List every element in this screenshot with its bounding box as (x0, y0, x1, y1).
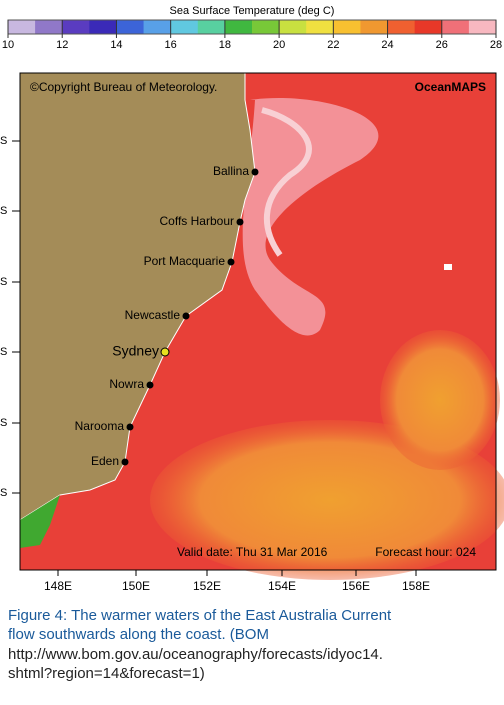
colorbar-tick-label: 20 (273, 39, 285, 51)
speck (444, 264, 452, 270)
colorbar-swatch (62, 20, 90, 34)
colorbar-tick-label: 26 (436, 39, 448, 51)
colorbar-swatch (306, 20, 334, 34)
colorbar-tick-label: 22 (327, 39, 339, 51)
colorbar-swatch (279, 20, 307, 34)
colorbar-swatch (387, 20, 416, 34)
lat-label: S (0, 346, 7, 358)
colorbar-tick-label: 24 (381, 39, 393, 51)
caption-line: shtml?region=14&forecast=1) (8, 665, 205, 682)
city-dot (146, 381, 154, 389)
colorbar-tick-label: 18 (219, 39, 231, 51)
colorbar-swatch (89, 20, 117, 34)
warm-eddy (380, 330, 500, 470)
colorbar-tick-label: 12 (56, 39, 68, 51)
city-label: Narooma (75, 419, 125, 433)
city-label: Coffs Harbour (160, 214, 234, 228)
city-label: Newcastle (125, 308, 181, 322)
city-dot (182, 312, 190, 320)
colorbar-swatch (360, 20, 389, 34)
colorbar-swatch (35, 20, 63, 34)
lat-label: S (0, 276, 7, 288)
colorbar-tick-label: 28 (490, 39, 502, 51)
colorbar-title: Sea Surface Temperature (deg C) (170, 5, 335, 17)
valid-date: Valid date: Thu 31 Mar 2016 (177, 545, 328, 559)
colorbar-swatch (414, 20, 443, 34)
city-dot (251, 168, 259, 176)
map-frame (19, 72, 497, 571)
caption-line: Figure 4: The warmer waters of the East … (8, 607, 392, 624)
colorbar-swatch (116, 20, 145, 34)
city-label: Sydney (112, 343, 159, 359)
lat-label: S (0, 417, 7, 429)
lat-label: S (0, 205, 7, 217)
city-dot (121, 458, 129, 466)
lat-label: S (0, 135, 7, 147)
copyright: ©Copyright Bureau of Meteorology. (30, 80, 217, 94)
city-label: Port Macquarie (144, 254, 226, 268)
colorbar-swatch (441, 20, 470, 34)
colorbar-swatch (224, 20, 253, 34)
city-label: Eden (91, 454, 119, 468)
city-label: Ballina (213, 164, 249, 178)
colorbar-swatch (8, 20, 36, 34)
caption-line: http://www.bom.gov.au/oceanography/forec… (8, 646, 383, 663)
forecast-hour: Forecast hour: 024 (375, 545, 476, 559)
colorbar-tick-label: 14 (110, 39, 122, 51)
lat-label: S (0, 487, 7, 499)
colorbar-swatch (143, 20, 172, 34)
lon-label: 152E (193, 579, 221, 593)
lon-label: 154E (268, 579, 296, 593)
city-dot (160, 347, 170, 357)
lon-label: 158E (402, 579, 430, 593)
city-dot (236, 218, 244, 226)
city-label: Nowra (109, 377, 144, 391)
current-swirl (242, 98, 379, 336)
cold-water (20, 495, 60, 548)
colorbar-swatch (170, 20, 199, 34)
current-swirl (261, 107, 312, 257)
city-dot (227, 258, 235, 266)
lon-label: 150E (122, 579, 150, 593)
colorbar-swatch (333, 20, 361, 34)
colorbar-tick-label: 16 (165, 39, 177, 51)
colorbar-swatch (197, 20, 226, 34)
colorbar-tick-label: 10 (2, 39, 14, 51)
lon-label: 156E (342, 579, 370, 593)
caption-line: flow southwards along the coast. (BOM (8, 626, 269, 643)
colorbar-swatch (252, 20, 280, 34)
city-dot (126, 423, 134, 431)
colorbar-swatch (468, 20, 497, 34)
lon-label: 148E (44, 579, 72, 593)
brand: OceanMAPS (415, 80, 486, 94)
